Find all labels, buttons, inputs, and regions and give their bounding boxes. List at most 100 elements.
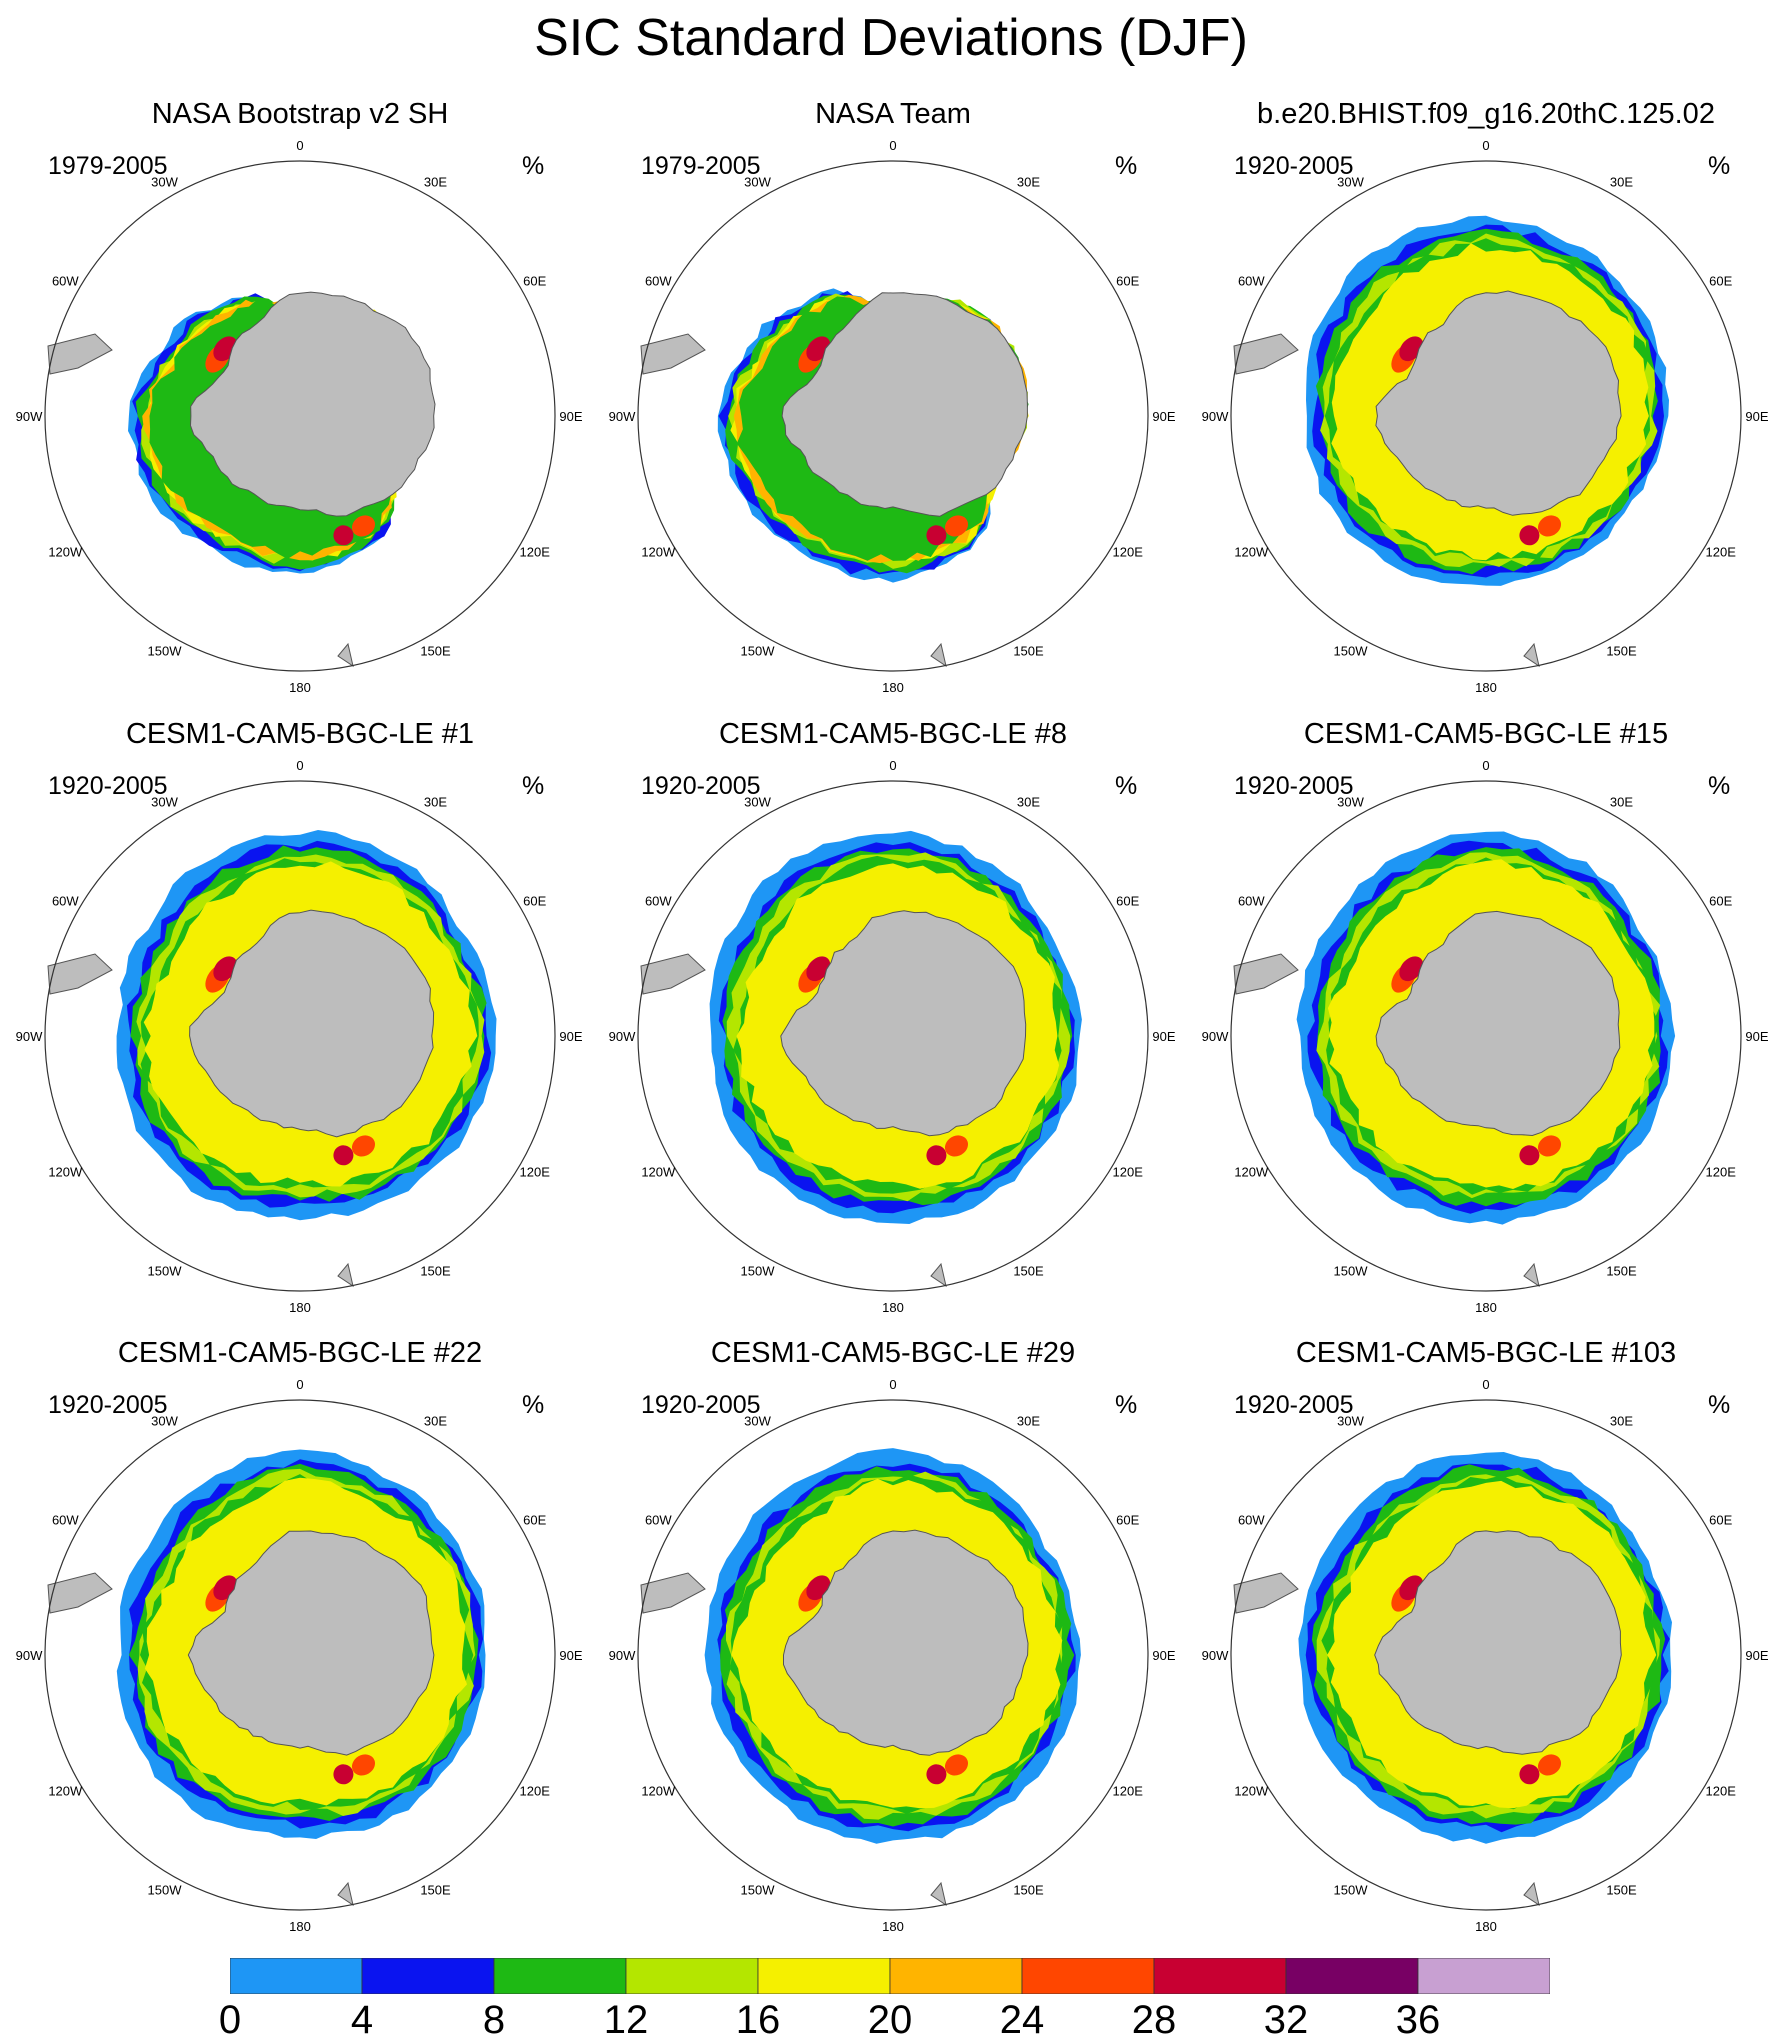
antarctica-landmass (189, 909, 435, 1138)
longitude-label: 180 (882, 680, 904, 695)
longitude-label: 150E (1013, 1264, 1044, 1279)
antarctica-landmass (189, 291, 436, 517)
new-zealand (930, 642, 947, 668)
panel-period: 1920-2005 (641, 772, 761, 800)
panel-units: % (522, 772, 544, 800)
longitude-label: 90W (1202, 1029, 1229, 1044)
colorbar-tick-label: 8 (482, 1998, 506, 2042)
longitude-label: 90W (16, 409, 43, 424)
panel-7: CESM1-CAM5-BGC-LE #22 1920-2005 % 0 30E 60E 90… (16, 1337, 583, 1934)
panel-units: % (522, 1391, 544, 1419)
longitude-label: 90E (559, 1029, 582, 1044)
longitude-label: 120W (641, 1784, 676, 1799)
south-america-tip (640, 953, 706, 995)
panel-period: 1920-2005 (641, 1391, 761, 1419)
longitude-label: 60W (52, 274, 79, 289)
longitude-label: 30E (424, 794, 447, 809)
new-zealand (930, 1262, 947, 1288)
panel-units: % (1115, 1391, 1137, 1419)
longitude-label: 30E (424, 1413, 447, 1428)
hotspot (944, 515, 969, 537)
longitude-label: 180 (289, 1300, 311, 1315)
map-boundary (1230, 160, 1742, 672)
longitude-label: 120E (520, 545, 551, 560)
longitude-label: 60E (523, 894, 546, 909)
colorbar (229, 1957, 1551, 1995)
new-zealand (337, 1262, 354, 1288)
longitude-label: 150E (1606, 1264, 1637, 1279)
longitude-label: 30E (1017, 794, 1040, 809)
antarctica-landmass (1375, 910, 1621, 1137)
new-zealand (1523, 1881, 1540, 1907)
new-zealand (1523, 642, 1540, 668)
panel-period: 1920-2005 (48, 772, 168, 800)
longitude-label: 120E (1113, 1784, 1144, 1799)
longitude-label: 150E (1013, 644, 1044, 659)
longitude-label: 30E (424, 174, 447, 189)
hotspot (1519, 1764, 1540, 1785)
hotspot (333, 525, 354, 546)
longitude-label: 120W (1234, 545, 1269, 560)
hotspot (333, 1764, 354, 1785)
longitude-label: 120W (641, 1165, 676, 1180)
antarctica-landmass (783, 1529, 1029, 1756)
panel-units: % (1115, 772, 1137, 800)
panel-period: 1920-2005 (1234, 772, 1354, 800)
longitude-label: 90E (1152, 1648, 1175, 1663)
longitude-label: 90W (16, 1029, 43, 1044)
new-zealand (337, 642, 354, 668)
new-zealand (1523, 1262, 1540, 1288)
longitude-label: 150W (148, 1883, 183, 1898)
longitude-label: 120E (520, 1165, 551, 1180)
longitude-label: 30E (1017, 174, 1040, 189)
panel-units: % (522, 152, 544, 180)
colorbar-bin-6 (1021, 1957, 1155, 1995)
hotspot (351, 1135, 376, 1157)
south-america-tip (47, 1572, 113, 1614)
longitude-label: 30W (151, 174, 178, 189)
longitude-label: 150W (741, 1264, 776, 1279)
new-zealand (930, 1881, 947, 1907)
longitude-label: 30E (1610, 174, 1633, 189)
antarctica-landmass (187, 1530, 435, 1756)
longitude-label: 120W (641, 545, 676, 560)
hotspot (1519, 525, 1540, 546)
antarctica-landmass (780, 910, 1027, 1137)
longitude-label: 120W (1234, 1784, 1269, 1799)
map-boundary (1230, 1399, 1742, 1911)
longitude-label: 60E (1116, 274, 1139, 289)
longitude-label: 60E (1116, 1513, 1139, 1528)
panel-units: % (1708, 152, 1730, 180)
longitude-label: 90W (16, 1648, 43, 1663)
hotspot (926, 1145, 947, 1166)
colorbar-tick-label: 20 (867, 1998, 913, 2042)
longitude-label: 150E (1606, 1883, 1637, 1898)
panel-title: CESM1-CAM5-BGC-LE #1 (126, 718, 474, 750)
hotspot (1519, 1145, 1540, 1166)
longitude-label: 150W (741, 1883, 776, 1898)
panel-3: b.e20.BHIST.f09_g16.20thC.125.02 1920-200… (1202, 98, 1769, 695)
longitude-label: 0 (296, 138, 303, 153)
panel-title: CESM1-CAM5-BGC-LE #29 (711, 1337, 1075, 1369)
longitude-label: 90E (559, 1648, 582, 1663)
colorbar-tick-label: 12 (603, 1998, 649, 2042)
longitude-label: 60E (1116, 894, 1139, 909)
longitude-label: 0 (1482, 758, 1489, 773)
longitude-label: 60E (1709, 274, 1732, 289)
hotspot (926, 525, 947, 546)
longitude-label: 180 (1475, 1919, 1497, 1934)
longitude-label: 120W (1234, 1165, 1269, 1180)
longitude-label: 30E (1610, 1413, 1633, 1428)
hotspot (1399, 956, 1424, 982)
longitude-label: 120E (1706, 1784, 1737, 1799)
south-america-tip (640, 333, 706, 375)
longitude-label: 90W (1202, 1648, 1229, 1663)
figure-title: SIC Standard Deviations (DJF) (534, 9, 1248, 67)
longitude-label: 120E (1706, 545, 1737, 560)
longitude-label: 120E (1113, 545, 1144, 560)
longitude-label: 60W (645, 1513, 672, 1528)
longitude-label: 90E (1745, 1648, 1768, 1663)
longitude-label: 150W (1334, 1264, 1369, 1279)
longitude-label: 60W (52, 894, 79, 909)
colorbar-tick-label: 24 (999, 1998, 1045, 2042)
